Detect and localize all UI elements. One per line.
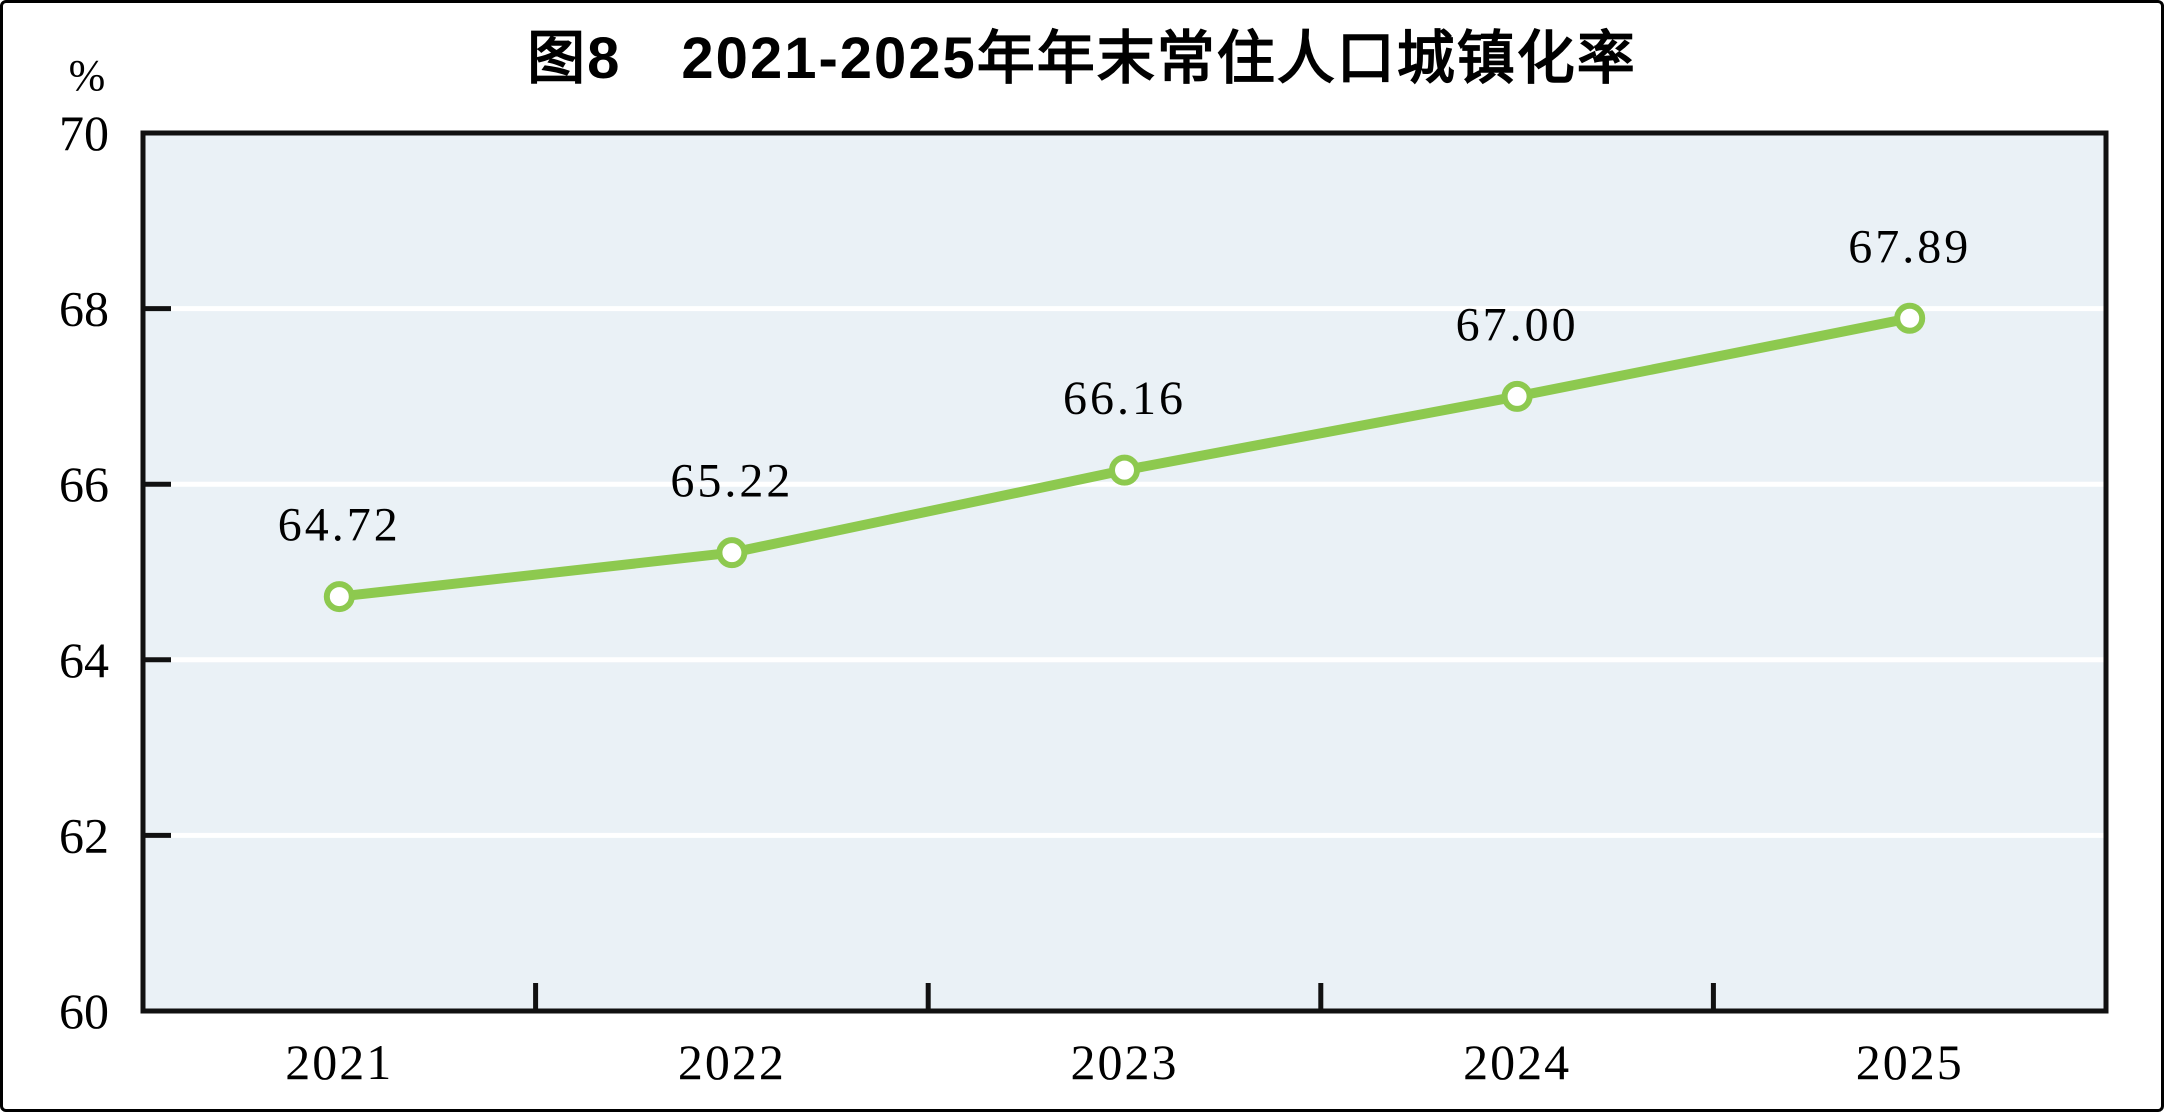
- data-point-marker: [323, 581, 355, 613]
- data-point-label: 66.16: [1063, 372, 1186, 425]
- y-axis-unit-label: %: [68, 51, 106, 100]
- data-point-label: 64.72: [278, 499, 401, 552]
- y-axis-tick-label: 66: [59, 456, 109, 512]
- x-axis-tick-label: 2021: [285, 1034, 393, 1090]
- data-point-label: 67.00: [1456, 298, 1579, 351]
- x-axis-tick-label: 2025: [1856, 1034, 1964, 1090]
- x-axis-tick-label: 2022: [678, 1034, 786, 1090]
- plot-area-background: [143, 133, 2106, 1011]
- line-chart-canvas: 64.72 65.22 66.16 67.00 67.89 60 62 64 66 68 70 202…: [59, 105, 2109, 1090]
- y-axis-tick-label: 68: [59, 281, 109, 337]
- data-point-marker: [1894, 302, 1926, 334]
- x-axis-tick-label: 2024: [1463, 1034, 1571, 1090]
- data-point-marker: [1501, 380, 1533, 412]
- plot-area-border: [140, 130, 2109, 1014]
- x-axis-tick-label: 2023: [1071, 1034, 1179, 1090]
- y-axis-tick-label: 64: [59, 632, 109, 688]
- data-point-marker: [716, 537, 748, 569]
- chart-title: 图8 2021-2025年年末常住人口城镇化率: [527, 26, 1637, 91]
- y-axis-tick-label: 60: [59, 983, 109, 1039]
- data-point-marker: [1109, 454, 1140, 486]
- y-axis-tick-label: 70: [59, 105, 109, 161]
- data-point-label: 65.22: [670, 455, 793, 508]
- data-point-label: 67.89: [1848, 220, 1971, 273]
- y-axis-tick-label: 62: [59, 807, 109, 863]
